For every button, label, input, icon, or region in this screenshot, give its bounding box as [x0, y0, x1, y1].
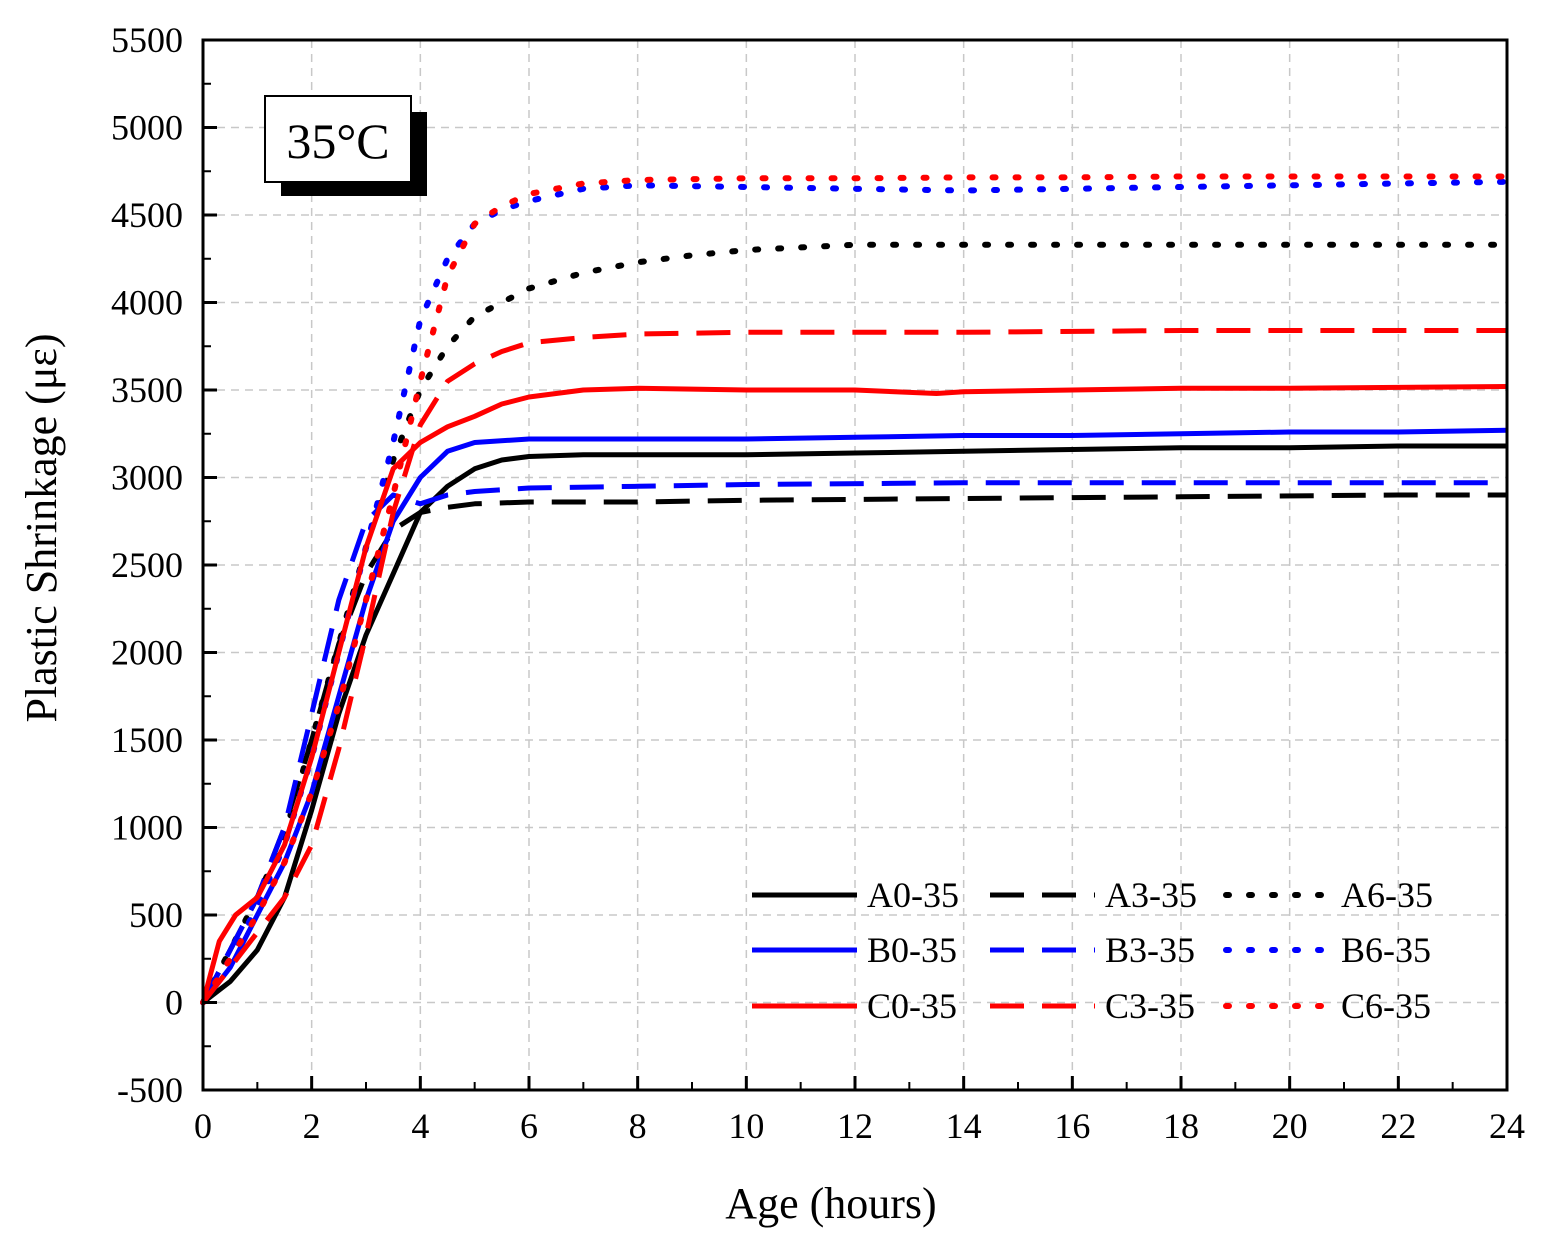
- series-line-c6-35: [200, 173, 1510, 1006]
- temperature-label: 35°C: [286, 113, 389, 169]
- series-line-b3-35: [200, 480, 1507, 1004]
- legend-label-c6-35: C6-35: [1341, 986, 1431, 1026]
- x-tick-label: 20: [1272, 1106, 1308, 1146]
- x-axis-title: Age (hours): [725, 1179, 936, 1228]
- x-tick-label: 4: [411, 1106, 429, 1146]
- y-tick-label: 2500: [111, 545, 183, 585]
- annotation-box: [264, 95, 412, 183]
- y-tick-label: -500: [117, 1070, 183, 1110]
- x-tick-label: 16: [1054, 1106, 1090, 1146]
- y-tick-label: 5500: [111, 20, 183, 60]
- x-tick-labels: 0 2 4 6 8 10 12 14 16 18 20 22 24: [194, 1106, 1525, 1146]
- x-tick-label: 0: [194, 1106, 212, 1146]
- x-tick-label: 6: [520, 1106, 538, 1146]
- x-tick-label: 12: [837, 1106, 873, 1146]
- series-line-b6-35: [200, 178, 1510, 1006]
- y-tick-label: 3500: [111, 370, 183, 410]
- legend-label-a3-35: A3-35: [1105, 875, 1197, 915]
- y-tick-label: 3000: [111, 458, 183, 498]
- y-tick-labels: -500 0 500 1000 1500 2000 2500 3000 3500 4000 4500…: [111, 20, 183, 1110]
- y-tick-label: 0: [165, 983, 183, 1023]
- legend-label-b3-35: B3-35: [1105, 930, 1195, 970]
- legend-label-b6-35: B6-35: [1341, 930, 1431, 970]
- legend-label-c0-35: C0-35: [867, 986, 957, 1026]
- y-tick-label: 4500: [111, 195, 183, 235]
- axis-ticks: [201, 38, 1509, 1092]
- x-tick-label: 24: [1489, 1106, 1525, 1146]
- legend-label-a6-35: A6-35: [1341, 875, 1433, 915]
- x-tick-label: 2: [303, 1106, 321, 1146]
- x-tick-label: 8: [629, 1106, 647, 1146]
- y-tick-label: 1500: [111, 720, 183, 760]
- series-group: [200, 173, 1510, 1006]
- legend-label-c3-35: C3-35: [1105, 986, 1195, 1026]
- y-tick-label: 1000: [111, 808, 183, 848]
- legend-label-b0-35: B0-35: [867, 930, 957, 970]
- y-tick-label: 4000: [111, 283, 183, 323]
- y-axis-title: Plastic Shrinkage (με): [17, 333, 66, 722]
- legend-label-a0-35: A0-35: [867, 875, 959, 915]
- y-tick-label: 5000: [111, 108, 183, 148]
- x-tick-label: 10: [728, 1106, 764, 1146]
- legend: A0-35 A3-35 A6-35 B0-35 B3-35 B6-35 C0-35 C3-35…: [752, 875, 1433, 1026]
- y-tick-label: 2000: [111, 633, 183, 673]
- series-line-a0-35: [201, 443, 1507, 1005]
- series-line-c0-35: [200, 384, 1508, 1004]
- x-tick-label: 22: [1380, 1106, 1416, 1146]
- x-tick-label: 18: [1163, 1106, 1199, 1146]
- series-line-c3-35: [201, 328, 1507, 1005]
- temperature-annotation: 35°C: [264, 95, 427, 196]
- x-tick-label: 14: [946, 1106, 982, 1146]
- y-tick-label: 500: [129, 895, 183, 935]
